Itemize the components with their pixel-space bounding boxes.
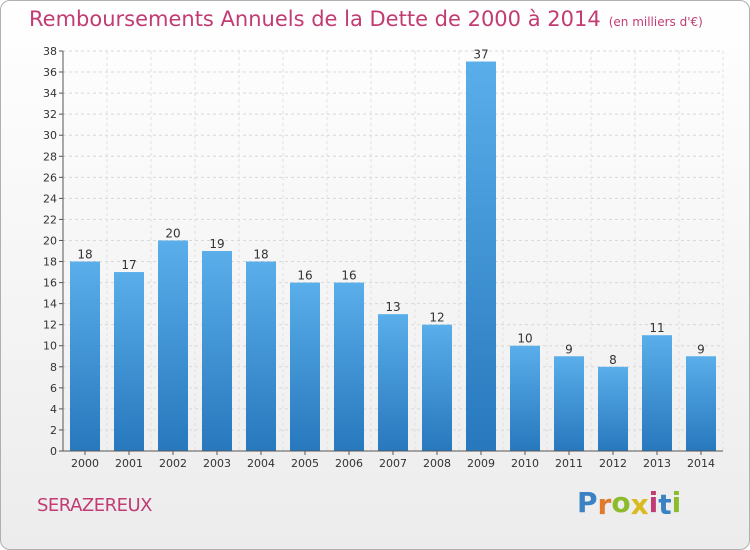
logo-letter: o [611,486,631,519]
y-tick-label: 36 [43,66,57,79]
y-tick-label: 28 [43,150,57,163]
y-tick-label: 6 [50,382,57,395]
chart-title: Remboursements Annuels de la Dette de 20… [29,7,703,31]
commune-name: SERAZEREUX [37,495,152,516]
bar-2008 [422,324,452,451]
bar-2005 [290,282,320,451]
bar-value-label: 9 [565,342,573,356]
bar-2009 [466,61,496,452]
y-tick-label: 20 [43,234,57,247]
bar-value-label: 18 [253,248,268,262]
y-tick-label: 0 [50,445,57,458]
x-tick-label: 2003 [203,457,231,470]
bar-value-label: 16 [341,269,356,283]
bar-value-label: 18 [77,248,92,262]
bar-value-label: 16 [297,269,312,283]
x-tick-label: 2001 [115,457,143,470]
proxiti-logo[interactable]: Proxiti [577,486,682,521]
y-tick-label: 38 [43,45,57,58]
y-tick-label: 22 [43,213,57,226]
y-tick-label: 2 [50,424,57,437]
bar-value-label: 37 [473,48,488,62]
x-tick-label: 2007 [379,457,407,470]
bar-value-label: 13 [385,300,400,314]
logo-letter: i [648,486,659,519]
bar-value-label: 8 [609,353,617,367]
logo-letter: r [597,488,612,521]
y-tick-label: 26 [43,171,57,184]
chart-title-text: Remboursements Annuels de la Dette de 20… [29,7,601,31]
x-tick-label: 2011 [555,457,583,470]
x-tick-label: 2014 [687,457,715,470]
bar-2012 [598,366,628,451]
bar-2007 [378,314,408,451]
bar-value-label: 19 [209,237,224,251]
bar-2013 [642,335,672,451]
y-tick-label: 24 [43,192,57,205]
bar-2010 [510,345,540,451]
y-tick-label: 18 [43,256,57,269]
x-tick-label: 2005 [291,457,319,470]
bar-value-label: 9 [697,342,705,356]
bar-value-label: 20 [165,226,180,240]
bars: 18 17 20 19 18 16 16 13 12 37 10 9 8 11 9 [70,48,716,452]
y-tick-label: 16 [43,277,57,290]
bar-value-label: 10 [517,332,532,346]
y-tick-label: 30 [43,129,57,142]
y-tick-label: 12 [43,319,57,332]
bar-2000 [70,261,100,451]
x-tick-label: 2008 [423,457,451,470]
x-tick-label: 2010 [511,457,539,470]
bar-2001 [114,272,144,451]
bar-2003 [202,251,232,451]
bar-value-label: 17 [121,258,136,272]
x-axis: 2000 2001 2002 2003 2004 2005 2006 2007 2008 2009… [63,450,723,470]
logo-letter: t [658,488,672,521]
logo-letter: P [577,486,598,519]
x-tick-label: 2004 [247,457,275,470]
x-tick-label: 2006 [335,457,363,470]
x-tick-label: 2012 [599,457,627,470]
x-tick-label: 2009 [467,457,495,470]
logo-letter: x [630,488,649,521]
y-tick-label: 4 [50,403,57,416]
bar-2011 [554,356,584,451]
bar-value-label: 11 [649,321,664,335]
logo-letter: i [671,486,682,519]
x-tick-label: 2000 [71,457,99,470]
y-tick-label: 14 [43,298,57,311]
y-tick-label: 34 [43,87,57,100]
y-tick-label: 32 [43,108,57,121]
bar-2004 [246,261,276,451]
bar-2006 [334,282,364,451]
bar-value-label: 12 [429,311,444,325]
bar-2014 [686,356,716,451]
x-tick-label: 2002 [159,457,187,470]
bar-2002 [158,240,188,451]
y-tick-label: 10 [43,340,57,353]
x-tick-label: 2013 [643,457,671,470]
y-tick-label: 8 [50,361,57,374]
chart-unit-label: (en milliers d'€) [608,15,703,29]
